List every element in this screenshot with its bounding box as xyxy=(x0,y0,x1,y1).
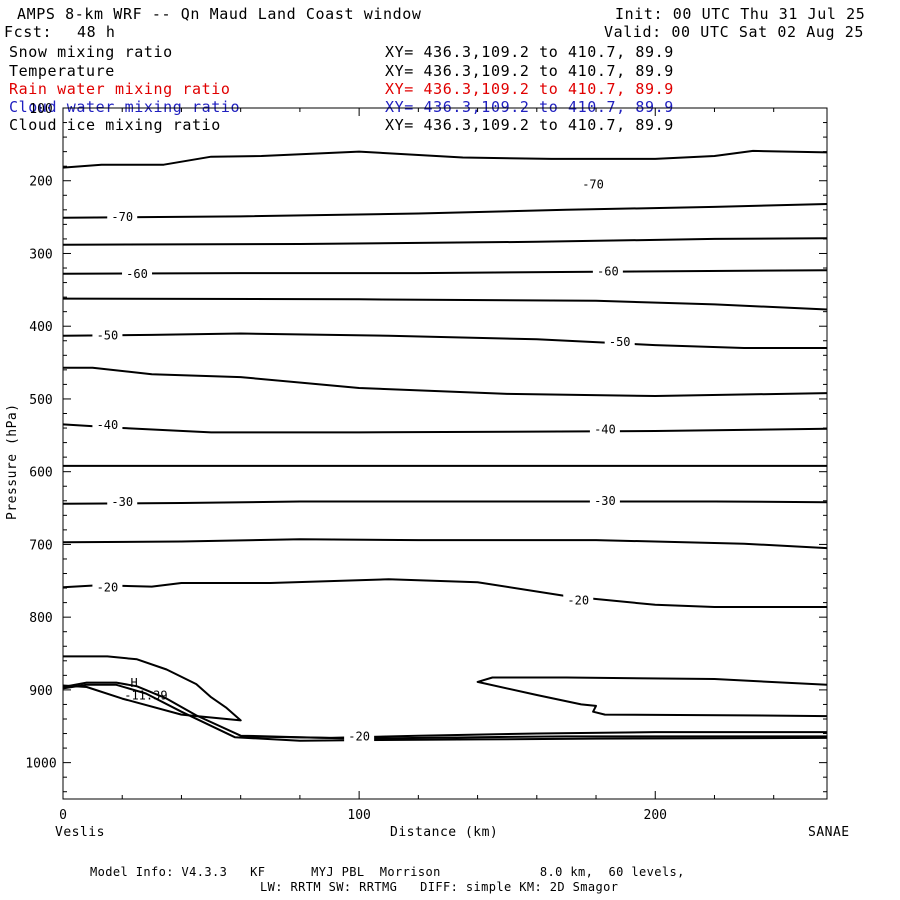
contour-label-bg xyxy=(578,176,609,191)
temperature-contour xyxy=(476,676,828,718)
temperature-contour xyxy=(62,423,828,434)
contour-label: -50 xyxy=(97,329,119,343)
contour-label-bg xyxy=(592,263,623,278)
contour-label-bg xyxy=(107,494,138,509)
temperature-contour xyxy=(63,366,828,397)
temperature-contour xyxy=(62,297,828,311)
contour-label-bg xyxy=(107,209,138,224)
contour-label-bg xyxy=(604,334,635,349)
temperature-contour xyxy=(62,538,828,550)
contour-label-bg xyxy=(92,327,123,342)
contour-label: -70 xyxy=(582,177,604,191)
contour-label: -50 xyxy=(609,335,631,349)
x-tick-label: 200 xyxy=(644,808,667,823)
tick-labels: 100 200 300 400 500 600 700 800 900 1000 0 100 200 xyxy=(25,102,667,823)
legend-name-snow: Snow mixing ratio xyxy=(9,43,173,61)
y-tick-label: 800 xyxy=(29,611,52,626)
y-tick-label: 400 xyxy=(29,320,52,335)
contour-label-bg xyxy=(92,417,123,432)
legend-name-cloud-water: Cloud water mixing ratio xyxy=(9,98,241,116)
model-info-line1: Model Info: V4.3.3 KF MYJ PBL Morrison 8… xyxy=(90,865,685,879)
temperature-contour xyxy=(62,332,827,349)
end-location-label: SANAE xyxy=(808,825,850,840)
start-location-label: Veslis xyxy=(55,825,105,840)
temperature-contour xyxy=(62,578,827,608)
contour-label: -20 xyxy=(567,593,589,607)
legend-xy-cloud-water: XY= 436.3,109.2 to 410.7, 89.9 xyxy=(385,98,674,116)
contour-label: -20 xyxy=(348,729,370,743)
contour-label: -40 xyxy=(97,418,119,432)
temperature-contour xyxy=(240,731,827,739)
x-tick-label: 100 xyxy=(347,808,370,823)
temperature-contour xyxy=(62,149,828,169)
y-tick-label: 700 xyxy=(29,538,52,553)
contour-label-bg xyxy=(344,728,375,743)
y-tick-label: 1000 xyxy=(25,757,56,772)
legend-name-cloud-ice: Cloud ice mixing ratio xyxy=(9,116,221,134)
temperature-contour xyxy=(62,681,827,740)
contour-label-bg xyxy=(92,579,123,594)
y-axis-label: Pressure (hPa) xyxy=(5,403,20,520)
extremum-label: -11.39 xyxy=(124,688,167,702)
chart-title: AMPS 8-km WRF -- Qn Maud Land Coast wind… xyxy=(17,5,422,23)
y-tick-label: 300 xyxy=(29,247,52,262)
temperature-contour xyxy=(62,683,828,742)
contour-label-bg xyxy=(122,265,153,280)
contour-label-bg xyxy=(563,592,594,607)
x-tick-label: 0 xyxy=(59,808,67,823)
forecast-hours: 48 h xyxy=(77,23,116,41)
contour-label: -30 xyxy=(111,495,133,509)
contour-label: -60 xyxy=(597,265,619,279)
temperature-contour xyxy=(62,237,828,246)
x-axis-label: Distance (km) xyxy=(390,825,499,840)
contour-label-bg xyxy=(589,492,620,507)
legend-xy-rain: XY= 436.3,109.2 to 410.7, 89.9 xyxy=(385,80,674,98)
y-tick-label: 500 xyxy=(29,393,52,408)
annotations: H-11.39 xyxy=(124,676,167,702)
contour-label-bg xyxy=(589,421,620,436)
contour-label: -30 xyxy=(594,494,616,508)
temperature-contour xyxy=(62,500,828,505)
y-tick-label: 600 xyxy=(29,466,52,481)
legend-xy-temperature: XY= 436.3,109.2 to 410.7, 89.9 xyxy=(385,62,674,80)
legend-name-rain: Rain water mixing ratio xyxy=(9,80,231,98)
y-tick-label: 100 xyxy=(29,102,52,117)
y-tick-label: 200 xyxy=(29,175,52,190)
temperature-contour xyxy=(62,655,242,722)
legend-xy-snow: XY= 436.3,109.2 to 410.7, 89.9 xyxy=(385,43,674,61)
extremum-label: H xyxy=(130,676,137,690)
legend-xy-cloud-ice: XY= 436.3,109.2 to 410.7, 89.9 xyxy=(385,116,674,134)
model-info-line2: LW: RRTM SW: RRTMG DIFF: simple KM: 2D S… xyxy=(260,880,619,894)
temperature-contour xyxy=(62,269,828,275)
plot-frame xyxy=(62,107,828,800)
contour-lines xyxy=(62,149,828,742)
contour-label: -70 xyxy=(111,210,133,224)
init-time: Init: 00 UTC Thu 31 Jul 25 xyxy=(615,5,866,23)
forecast-label: Fcst: xyxy=(4,23,53,41)
contour-labels: -70 -70 -60 -60 -50 -50 -40 -40 -30 -30 -20 -20 -20 xyxy=(92,176,635,743)
contour-label: -20 xyxy=(97,580,119,594)
y-tick-label: 900 xyxy=(29,684,52,699)
temperature-contour xyxy=(62,203,828,219)
axis-ticks xyxy=(62,107,827,799)
valid-time: Valid: 00 UTC Sat 02 Aug 25 xyxy=(604,23,865,41)
legend-name-temperature: Temperature xyxy=(9,62,115,80)
contour-label: -40 xyxy=(594,422,616,436)
contour-label: -60 xyxy=(126,267,148,281)
